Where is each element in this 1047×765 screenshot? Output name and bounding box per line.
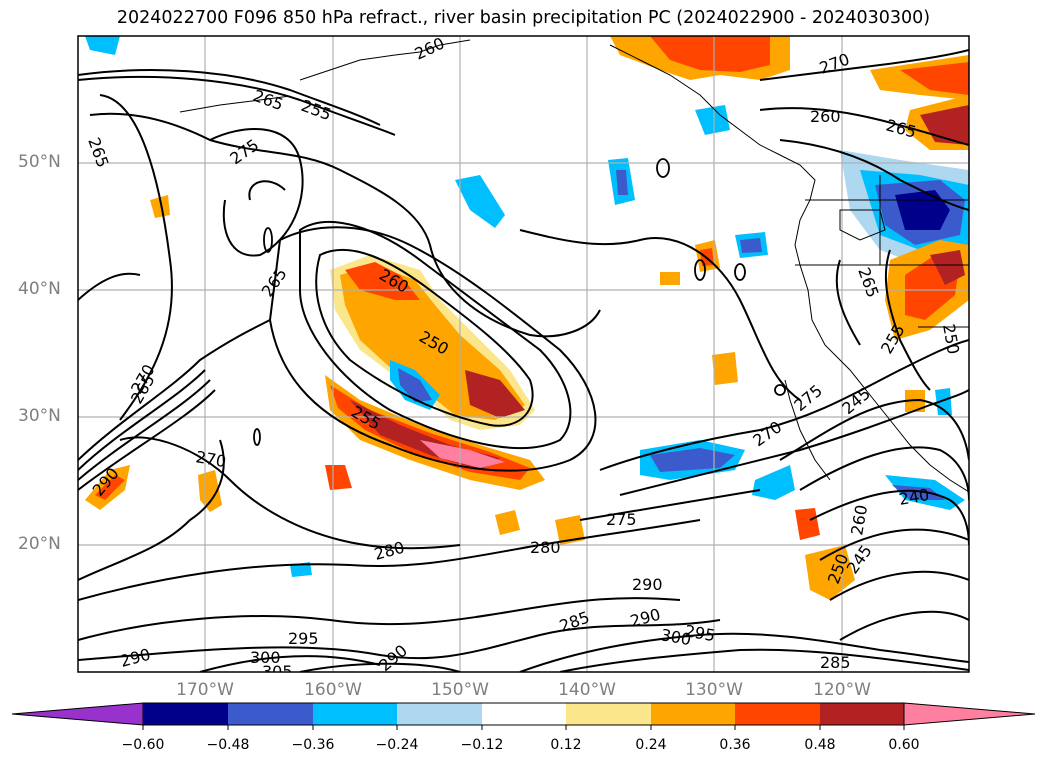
colorbar-segment — [735, 703, 820, 725]
lon-label-130w: 130°W — [685, 680, 743, 700]
colorbar-tick-label: −0.12 — [460, 737, 504, 753]
lon-label-160w: 160°W — [304, 680, 362, 700]
coastlines — [179, 39, 969, 493]
refractivity-contours — [78, 49, 969, 672]
colorbar-tick-label: −0.36 — [291, 737, 335, 753]
plot-frame — [77, 35, 970, 673]
graticule — [78, 36, 969, 672]
colorbar — [11, 702, 1036, 730]
contour-label: 300 — [250, 648, 281, 667]
contour-label: 305 — [262, 662, 293, 681]
colorbar-segment — [651, 703, 735, 725]
contour-label: 275 — [606, 510, 637, 529]
contour-label: 260 — [810, 107, 841, 126]
colorbar-extend-high — [903, 702, 1036, 726]
lat-label-40n: 40°N — [18, 279, 61, 299]
colorbar-extend-low — [11, 702, 144, 726]
colorbar-tick-label: −0.48 — [206, 737, 250, 753]
colorbar-tick-label: 0.12 — [550, 737, 582, 753]
colorbar-segment — [820, 703, 904, 725]
colorbar-tick-label: 0.60 — [888, 737, 920, 753]
lon-label-140w: 140°W — [558, 680, 616, 700]
lon-label-170w: 170°W — [176, 680, 234, 700]
shaded-anomalies — [85, 36, 969, 600]
colorbar-segment — [482, 703, 566, 725]
colorbar-segment — [397, 703, 482, 725]
lon-label-150w: 150°W — [431, 680, 489, 700]
lon-label-120w: 120°W — [813, 680, 871, 700]
colorbar-tick-label: 0.24 — [635, 737, 667, 753]
contour-label: 290 — [632, 575, 663, 594]
colorbar-tick-label: 0.36 — [719, 737, 751, 753]
colorbar-segment — [566, 703, 651, 725]
lat-label-50n: 50°N — [18, 152, 61, 172]
small-contours — [253, 158, 786, 446]
colorbar-segment — [228, 703, 313, 725]
contour-label: 280 — [530, 538, 561, 557]
colorbar-segment — [143, 703, 228, 725]
colorbar-tick-label: −0.24 — [375, 737, 419, 753]
colorbar-tick-label: −0.60 — [121, 737, 165, 753]
contour-label: 285 — [820, 653, 851, 672]
map-plot-area: 260 265 255 275 265 265 260 250 255 270 … — [78, 36, 969, 681]
colorbar-tick-label: 0.48 — [804, 737, 836, 753]
map-title: 2024022700 F096 850 hPa refract., river … — [116, 8, 931, 28]
lat-label-30n: 30°N — [18, 406, 61, 426]
contour-label: 295 — [288, 629, 319, 648]
colorbar-segment — [313, 703, 397, 725]
lat-label-20n: 20°N — [18, 534, 61, 554]
